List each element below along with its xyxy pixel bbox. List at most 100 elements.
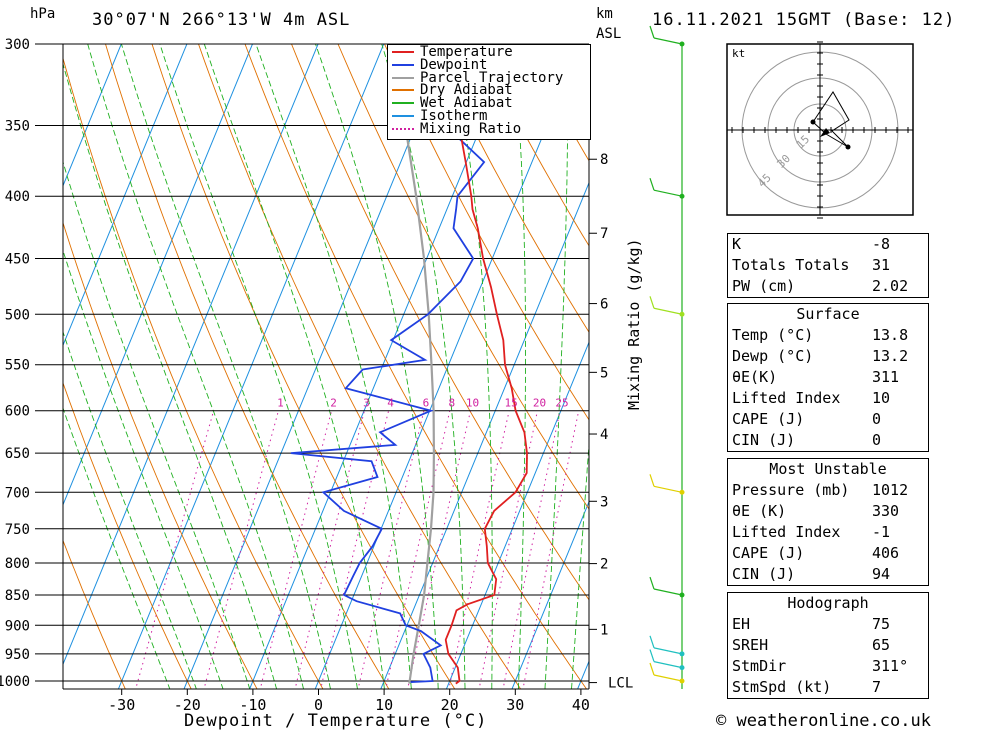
index-row: CIN (J) 94 <box>728 564 928 585</box>
x-axis-label: Dewpoint / Temperature (°C) <box>184 711 488 731</box>
index-row: Totals Totals 31 <box>728 255 928 276</box>
wet-adiabat-line <box>315 44 439 689</box>
lcl-label: LCL <box>608 676 633 692</box>
height-tick-label: 7 <box>600 226 608 242</box>
mixing-ratio-line <box>203 410 279 689</box>
legend-label: Mixing Ratio <box>420 120 522 137</box>
x-tick-label: 40 <box>572 696 590 714</box>
mixing-ratio-label: 3 <box>363 397 370 410</box>
hodograph-title: Hodograph <box>787 594 869 612</box>
dry-adiabat-line <box>63 381 192 689</box>
wind-barb <box>649 635 683 655</box>
index-value: 7 <box>872 678 882 696</box>
index-value: -1 <box>872 523 891 541</box>
dry-adiabat-line <box>151 44 456 689</box>
wind-barb-flag <box>649 296 655 309</box>
storm-motion-marker <box>820 128 830 137</box>
height-tick-label: 3 <box>600 494 608 510</box>
hodograph-unit-label: kt <box>732 47 745 60</box>
wet-adiabat-line <box>63 406 171 689</box>
height-tick-label: 6 <box>600 297 608 313</box>
wind-barb-staff <box>653 37 683 45</box>
index-row: K -8 <box>728 234 928 255</box>
index-row: Temp (°C) 13.8 <box>728 325 928 346</box>
wind-barb-staff <box>653 588 683 596</box>
index-value: 311 <box>872 368 900 386</box>
pressure-tick-label: 750 <box>5 522 30 538</box>
index-label: Lifted Index <box>732 389 841 407</box>
isotherm-line <box>63 44 188 347</box>
pressure-tick-label: 500 <box>5 307 30 323</box>
dry-adiabat-line <box>384 44 589 421</box>
index-row: StmDir 311° <box>728 656 928 677</box>
dewpoint-line <box>290 44 486 683</box>
wet-adiabat-line <box>449 44 493 689</box>
wet-adiabat-line <box>120 44 331 689</box>
legend-swatch <box>392 115 414 117</box>
index-value: 0 <box>872 410 882 428</box>
height-unit-label: km <box>596 6 613 22</box>
mixing-ratio-line <box>135 410 215 689</box>
wet-adiabat-line <box>63 160 251 689</box>
wet-adiabat-line <box>203 44 385 689</box>
datetime-title: 16.11.2021 15GMT (Base: 12) <box>652 10 956 30</box>
index-row: SREH 65 <box>728 635 928 656</box>
index-value: 65 <box>872 636 891 654</box>
index-label: Totals Totals <box>732 256 850 274</box>
indices-top-panel: K -8 Totals Totals 31 PW (cm) 2.02 <box>727 233 929 298</box>
wind-barb-staff <box>653 189 683 197</box>
legend-swatch <box>392 89 414 92</box>
x-tick-label: 30 <box>506 696 524 714</box>
index-row: StmSpd (kt) 7 <box>728 677 928 698</box>
mixing-ratio-line <box>259 410 333 689</box>
isotherm-line <box>380 181 589 689</box>
mixing-ratio-label: 20 <box>533 397 546 410</box>
pressure-tick-label: 550 <box>5 358 30 374</box>
index-row: EH 75 <box>728 614 928 635</box>
wet-adiabat-line <box>512 44 526 689</box>
wet-adiabat-line <box>381 44 466 689</box>
height-tick-label: 4 <box>600 427 608 443</box>
wind-barb-flag <box>649 178 655 191</box>
index-label: Temp (°C) <box>732 326 814 344</box>
mixing-ratio-label: 25 <box>555 397 568 410</box>
isotherm-line <box>445 341 589 689</box>
isotherm-line <box>63 44 122 188</box>
isotherm-line <box>63 44 319 666</box>
wet-adiabat-line <box>63 62 278 689</box>
copyright-credit: © weatheronline.co.uk <box>716 711 931 731</box>
wind-barb <box>649 25 683 45</box>
dry-adiabat-line <box>105 44 390 689</box>
legend-label: Isotherm <box>420 108 488 124</box>
index-value: 2.02 <box>872 277 909 295</box>
wind-barb-flag <box>649 662 655 676</box>
wet-adiabat-line <box>544 44 569 689</box>
wind-barb <box>649 576 683 596</box>
wet-adiabat-line <box>63 330 197 689</box>
index-value: 0 <box>872 431 882 449</box>
index-row: Pressure (mb) 1012 <box>728 480 928 501</box>
legend: Temperature Dewpoint Parcel Trajectory Dry … <box>387 44 591 140</box>
legend-label: Dewpoint <box>420 56 488 73</box>
height-tick-label: 2 <box>600 557 608 573</box>
index-label: Pressure (mb) <box>732 481 850 499</box>
temperature-line <box>441 44 528 685</box>
pressure-tick-label: 1000 <box>0 674 30 690</box>
wet-adiabat-line <box>63 249 224 689</box>
location-title: 30°07'N 266°13'W 4m ASL <box>92 10 351 30</box>
index-label: StmDir <box>732 657 787 675</box>
legend-entry: Temperature <box>392 45 513 59</box>
legend-entry: Parcel Trajectory <box>392 71 563 85</box>
pressure-tick-label: 300 <box>5 37 30 53</box>
index-row: CAPE (J) 0 <box>728 409 928 430</box>
wet-adiabat-line <box>255 44 412 689</box>
index-value: -8 <box>872 235 891 253</box>
index-label: SREH <box>732 636 769 654</box>
mixing-ratio-label: 15 <box>505 397 518 410</box>
index-label: Dewp (°C) <box>732 347 814 365</box>
index-row: Dewp (°C) 13.2 <box>728 346 928 367</box>
index-label: θE(K) <box>732 368 778 386</box>
mixing-ratio-label: 1 <box>277 397 284 410</box>
index-label: CAPE (J) <box>732 544 805 562</box>
mixing-ratio-label: 2 <box>330 397 337 410</box>
